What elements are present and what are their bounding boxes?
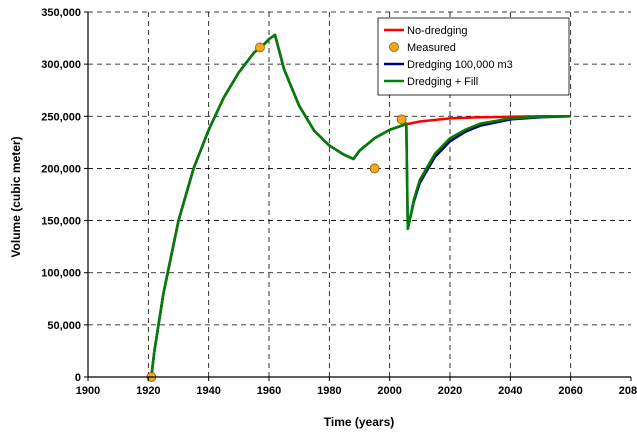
x-tick-label: 1980 xyxy=(317,385,341,397)
series-line-dredging-fill xyxy=(150,33,571,378)
legend: No-dredging Measured Dredging 100,000 m3… xyxy=(377,17,570,96)
legend-label-no-dredging: No-dredging xyxy=(407,25,468,37)
x-tick-label: 1940 xyxy=(196,385,220,397)
x-axis-title: Time (years) xyxy=(324,415,394,429)
x-tick-label: 2060 xyxy=(558,385,582,397)
y-tick-label: 50,000 xyxy=(47,320,81,332)
x-tick-label: 2000 xyxy=(377,385,401,397)
data-point-measured xyxy=(396,114,407,125)
x-tick-label: 2040 xyxy=(498,385,522,397)
x-tick-label: 1920 xyxy=(136,385,160,397)
y-tick-label: 300,000 xyxy=(41,59,81,71)
y-tick-label: 150,000 xyxy=(41,216,81,228)
y-tick-label: 100,000 xyxy=(41,268,81,280)
x-tick-label: 1960 xyxy=(257,385,281,397)
tick-labels: 1900 1920 1940 1960 1980 2000 2020 2040 2060 208 0… xyxy=(41,7,637,397)
y-tick-label: 200,000 xyxy=(41,163,81,175)
legend-label-measured: Measured xyxy=(407,42,456,54)
data-point-measured xyxy=(369,163,380,174)
y-tick-label: 250,000 xyxy=(41,111,81,123)
series-layer xyxy=(146,33,571,382)
x-tick-label: 1900 xyxy=(76,385,100,397)
y-tick-label: 0 xyxy=(75,372,81,384)
y-tick-label: 350,000 xyxy=(41,7,81,19)
legend-label-dredging-fill: Dredging + Fill xyxy=(407,76,478,88)
axes xyxy=(84,11,632,381)
legend-swatch-measured xyxy=(389,42,399,52)
legend-label-dredging-100000: Dredging 100,000 m3 xyxy=(407,59,513,71)
data-point-measured xyxy=(255,42,265,53)
x-tick-label: 2020 xyxy=(438,385,462,397)
y-axis-title: Volume (cubic meter) xyxy=(9,136,23,257)
legend-box xyxy=(377,17,570,96)
